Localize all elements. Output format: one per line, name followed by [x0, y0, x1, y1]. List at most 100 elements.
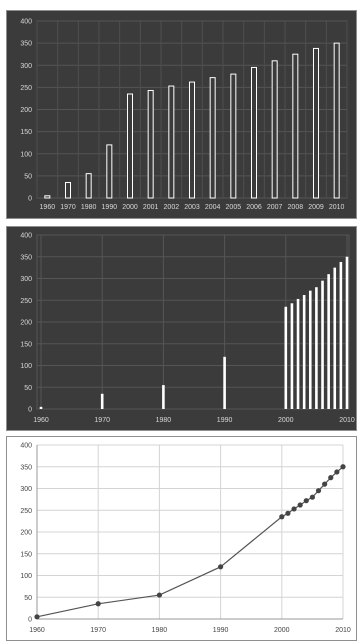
y-tick-label: 400	[20, 443, 32, 450]
x-tick-label: 2005	[226, 204, 242, 211]
x-tick-label: 1960	[40, 204, 56, 211]
y-tick-label: 250	[20, 85, 32, 92]
x-tick-label: 2002	[164, 204, 180, 211]
chart-panel-bar-categorical: 0 50 100 150 200 250 300 350 400 1960 1970 1980 1990…	[6, 10, 357, 219]
y-tick-label: 100	[20, 363, 32, 370]
x-tick-label: 2008	[288, 204, 304, 211]
bar	[189, 81, 195, 199]
bar	[100, 393, 104, 409]
x-tick-label: 1990	[217, 417, 233, 424]
y-tick-label: 100	[20, 573, 32, 580]
y-tick-label: 200	[20, 530, 32, 537]
data-point	[297, 502, 303, 508]
bar	[147, 89, 154, 199]
data-point	[34, 614, 40, 620]
y-tick-label: 0	[28, 617, 32, 624]
bar	[85, 173, 92, 199]
bar	[65, 182, 71, 199]
bar	[345, 256, 349, 409]
data-point	[340, 464, 346, 470]
bar	[209, 77, 216, 199]
bar	[308, 290, 312, 409]
x-tick-label: 2006	[246, 204, 262, 211]
bar	[44, 195, 51, 199]
y-tick-label: 350	[20, 41, 32, 48]
data-point	[156, 592, 162, 598]
data-point	[334, 469, 340, 475]
y-tick-label: 50	[24, 595, 32, 602]
data-point	[322, 481, 328, 487]
data-point	[328, 475, 334, 481]
bar	[284, 306, 288, 409]
x-tick-label: 1980	[156, 417, 172, 424]
bar-chart-date-axis: 0 50 100 150 200 250 300 350 400 1960 1970 1980 1990…	[20, 233, 355, 425]
y-tick-label: 200	[20, 107, 32, 114]
x-tick-label: 1990	[213, 627, 229, 634]
bar	[168, 85, 175, 199]
bar	[271, 60, 278, 199]
y-tick-label: 0	[28, 196, 32, 203]
chart-panel-line: 0 50 100 150 200 250 300 350 400 1960 1970 1980 1990…	[6, 436, 357, 641]
bar	[230, 73, 237, 199]
bar	[162, 385, 165, 409]
bar	[321, 280, 324, 409]
x-tick-label: 1970	[94, 417, 110, 424]
y-tick-label: 50	[24, 385, 32, 392]
y-tick-label: 300	[20, 276, 32, 283]
bar	[315, 287, 318, 409]
data-point	[315, 488, 322, 494]
x-tick-label: 1980	[152, 627, 168, 634]
chart-panel-bar-date-axis: 0 50 100 150 200 250 300 350 400 1960 1970 1980 1990…	[6, 226, 357, 431]
x-tick-label: 1990	[102, 204, 118, 211]
y-tick-label: 100	[20, 151, 32, 158]
x-tick-label: 2007	[267, 204, 283, 211]
x-tick-label: 2009	[308, 204, 324, 211]
bar-chart-categorical: 0 50 100 150 200 250 300 350 400 1960 1970 1980 1990…	[20, 19, 348, 211]
bar	[106, 144, 113, 199]
y-tick-label: 50	[24, 173, 32, 180]
x-tick-label: 1970	[60, 204, 76, 211]
x-tick-label: 1960	[33, 417, 49, 424]
data-point	[279, 514, 285, 520]
x-tick-label: 2010	[339, 417, 355, 424]
bar	[333, 267, 337, 409]
y-tick-label: 150	[20, 551, 32, 558]
data-point	[309, 494, 315, 500]
data-point	[291, 506, 297, 512]
bar	[327, 274, 330, 409]
x-tick-label: 2010	[335, 627, 351, 634]
x-tick-label: 2003	[184, 204, 200, 211]
bar	[333, 42, 340, 199]
y-tick-label: 350	[20, 464, 32, 471]
y-tick-label: 150	[20, 129, 32, 136]
x-tick-label: 2010	[329, 204, 345, 211]
y-tick-label: 300	[20, 486, 32, 493]
data-point	[285, 510, 291, 516]
y-tick-label: 200	[20, 320, 32, 327]
x-tick-label: 2004	[205, 204, 221, 211]
bar	[290, 303, 294, 409]
bar	[302, 295, 306, 409]
data-point	[95, 601, 101, 607]
bar	[251, 66, 257, 199]
x-tick-label: 2000	[274, 627, 290, 634]
data-point	[218, 564, 224, 570]
y-tick-label: 300	[20, 63, 32, 70]
x-tick-label: 2001	[143, 204, 159, 211]
y-tick-label: 250	[20, 508, 32, 515]
x-tick-label: 1970	[90, 627, 106, 634]
y-tick-label: 400	[20, 19, 32, 26]
x-tick-label: 1980	[81, 204, 97, 211]
x-tick-label: 2000	[278, 417, 294, 424]
series-line	[36, 466, 344, 618]
bar	[39, 406, 43, 409]
y-tick-label: 250	[20, 298, 32, 305]
x-tick-label: 2000	[122, 204, 138, 211]
y-tick-label: 150	[20, 341, 32, 348]
y-tick-label: 0	[28, 407, 32, 414]
bar	[296, 298, 300, 409]
y-tick-label: 350	[20, 254, 32, 261]
data-point	[303, 498, 309, 504]
bar	[339, 261, 343, 409]
x-tick-label: 1960	[29, 627, 45, 634]
